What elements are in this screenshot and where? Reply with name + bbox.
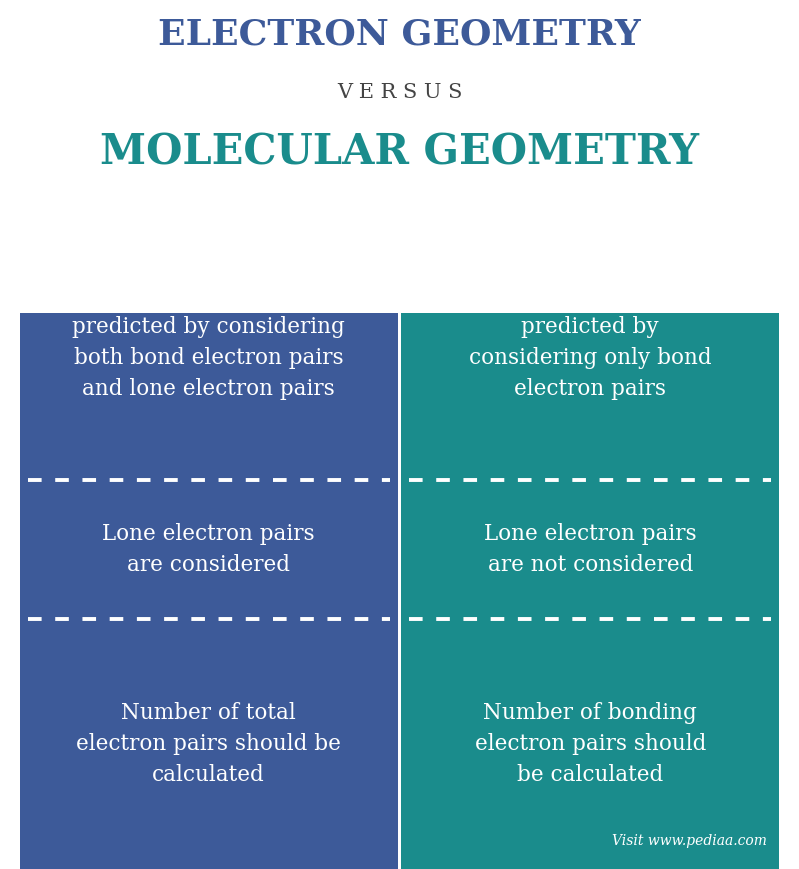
Text: Number of bonding
electron pairs should
be calculated: Number of bonding electron pairs should … (475, 701, 706, 786)
Text: MOLECULAR GEOMETRY: MOLECULAR GEOMETRY (100, 132, 699, 174)
Text: ELECTRON GEOMETRY: ELECTRON GEOMETRY (158, 17, 641, 52)
Text: Electron geometry is the
shape of a molecule
predicted by considering
both bond : Electron geometry is the shape of a mole… (72, 253, 345, 401)
Text: V E R S U S: V E R S U S (337, 83, 462, 102)
Text: Number of total
electron pairs should be
calculated: Number of total electron pairs should be… (76, 701, 341, 786)
Text: Molecular geometry is
the shape of a molecule
predicted by
considering only bond: Molecular geometry is the shape of a mol… (460, 253, 720, 401)
Text: Visit www.pediaa.com: Visit www.pediaa.com (612, 834, 767, 848)
FancyBboxPatch shape (401, 313, 779, 869)
Text: Lone electron pairs
are considered: Lone electron pairs are considered (102, 522, 315, 576)
FancyBboxPatch shape (20, 313, 398, 869)
Text: Lone electron pairs
are not considered: Lone electron pairs are not considered (484, 522, 697, 576)
